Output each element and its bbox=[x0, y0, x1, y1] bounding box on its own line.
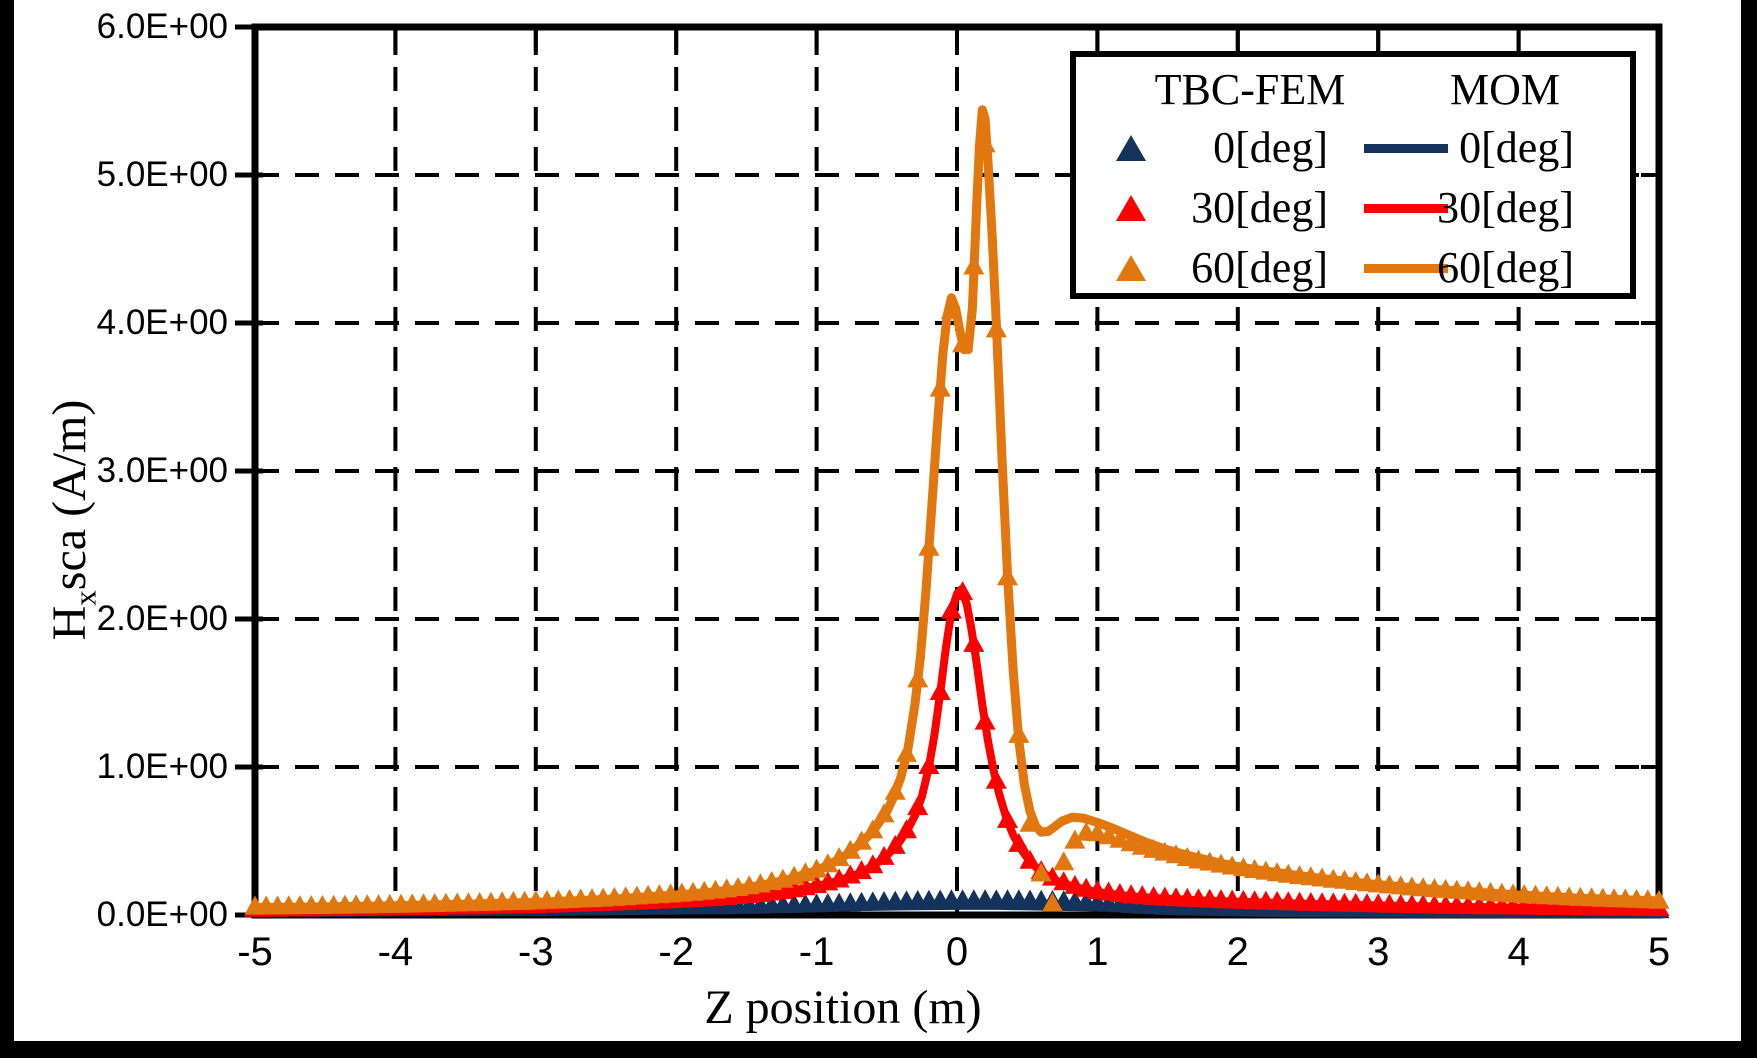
legend-tbcfem-label: 30[deg] bbox=[1191, 183, 1328, 232]
y-tick-label: 5.0E+00 bbox=[96, 155, 228, 194]
legend-line-sample bbox=[1364, 264, 1448, 273]
left-edge-bar bbox=[0, 0, 14, 1058]
tbcfem-marker-30[deg] bbox=[952, 581, 974, 601]
legend: TBC-FEM MOM 0[deg] 0[deg] 30[deg] 30[deg] 60… bbox=[1070, 51, 1636, 299]
legend-row: 30[deg] 30[deg] bbox=[1076, 180, 1630, 236]
legend-triangle-marker-icon bbox=[1116, 255, 1146, 281]
y-tick-label: 6.0E+00 bbox=[96, 7, 228, 46]
tbcfem-marker-60[deg] bbox=[1053, 851, 1075, 871]
tbcfem-marker-30[deg] bbox=[918, 755, 940, 774]
legend-mom-label: 30[deg] bbox=[1437, 183, 1574, 232]
legend-line-sample bbox=[1364, 144, 1448, 153]
x-tick-label: -1 bbox=[798, 930, 835, 974]
tbcfem-marker-30[deg] bbox=[974, 710, 996, 730]
bottom-edge-bar bbox=[0, 1041, 1757, 1058]
legend-mom-label: 60[deg] bbox=[1437, 243, 1574, 292]
y-tick-label: 3.0E+00 bbox=[96, 451, 228, 490]
legend-line-sample bbox=[1364, 204, 1448, 213]
y-tick-label: 2.0E+00 bbox=[96, 599, 228, 638]
tbcfem-marker-60[deg] bbox=[929, 377, 951, 397]
tbcfem-marker-60[deg] bbox=[1120, 832, 1142, 852]
tbcfem-marker-60[deg] bbox=[851, 830, 872, 850]
legend-row: 0[deg] 0[deg] bbox=[1076, 120, 1630, 176]
tbcfem-marker-30[deg] bbox=[997, 808, 1018, 828]
tbcfem-marker-30[deg] bbox=[985, 769, 1007, 789]
tbcfem-marker-60[deg] bbox=[952, 333, 974, 353]
tbcfem-marker-30[deg] bbox=[929, 681, 951, 700]
tbcfem-marker-60[deg] bbox=[1064, 829, 1086, 849]
tbcfem-marker-60[deg] bbox=[817, 853, 839, 873]
right-edge-bar bbox=[1741, 0, 1757, 1058]
y-axis-title-rest: sca (A/m) bbox=[43, 399, 96, 591]
tbcfem-marker-60[deg] bbox=[907, 668, 929, 688]
tbcfem-marker-30[deg] bbox=[907, 796, 929, 816]
tbcfem-marker-30[deg] bbox=[1019, 849, 1041, 869]
tbcfem-marker-60[deg] bbox=[828, 847, 850, 867]
tbcfem-marker-60[deg] bbox=[1098, 825, 1120, 845]
y-axis-title-base: H bbox=[43, 605, 96, 641]
x-tick-label: 0 bbox=[945, 930, 969, 974]
tbcfem-marker-60[deg] bbox=[873, 803, 895, 823]
x-tick-label: 1 bbox=[1086, 930, 1109, 974]
tbcfem-marker-60[deg] bbox=[963, 255, 985, 275]
tbcfem-marker-60[deg] bbox=[884, 780, 906, 800]
tbcfem-marker-60[deg] bbox=[839, 839, 861, 859]
x-tick-label: -4 bbox=[377, 930, 414, 974]
tbcfem-marker-60[deg] bbox=[862, 819, 884, 839]
x-tick-label: 4 bbox=[1507, 930, 1530, 974]
tbcfem-marker-30[deg] bbox=[940, 599, 962, 619]
tbcfem-marker-30[deg] bbox=[896, 819, 917, 839]
tbcfem-marker-60[deg] bbox=[997, 566, 1018, 586]
x-tick-label: -5 bbox=[237, 930, 273, 974]
y-axis-title-subscript: x bbox=[67, 590, 103, 606]
x-tick-label: -3 bbox=[518, 930, 554, 974]
tbcfem-marker-60[deg] bbox=[1042, 892, 1063, 912]
legend-mom-label: 0[deg] bbox=[1459, 123, 1574, 172]
y-axis-title: Hxsca (A/m) bbox=[42, 300, 103, 740]
tbcfem-marker-30[deg] bbox=[1008, 832, 1030, 852]
tbcfem-marker-30[deg] bbox=[862, 854, 884, 874]
legend-tbcfem-label: 0[deg] bbox=[1213, 123, 1328, 172]
tbcfem-marker-60[deg] bbox=[1030, 862, 1052, 882]
plot-frame bbox=[251, 23, 1663, 919]
tbcfem-marker-60[deg] bbox=[974, 133, 996, 153]
tbcfem-marker-60[deg] bbox=[896, 742, 917, 762]
x-tick-label: -2 bbox=[658, 930, 694, 974]
tbcfem-marker-30[deg] bbox=[884, 834, 906, 854]
tbcfem-marker-60[deg] bbox=[1019, 812, 1041, 832]
x-axis-title: Z position (m) bbox=[704, 981, 982, 1034]
y-tick-label: 0.0E+00 bbox=[96, 895, 228, 934]
tbcfem-marker-30[deg] bbox=[851, 860, 872, 880]
tbcfem-marker-30[deg] bbox=[1053, 871, 1075, 891]
tbcfem-marker-60[deg] bbox=[940, 299, 962, 319]
legend-triangle-marker-icon bbox=[1116, 195, 1146, 221]
tbcfem-marker-30[deg] bbox=[963, 632, 985, 652]
x-tick-label: 5 bbox=[1647, 930, 1671, 974]
tbcfem-marker-60[deg] bbox=[1008, 723, 1030, 743]
legend-header-mom: MOM bbox=[1449, 65, 1561, 114]
y-tick-label: 1.0E+00 bbox=[96, 747, 228, 786]
y-tick-label: 4.0E+00 bbox=[96, 303, 228, 342]
tbcfem-marker-60[deg] bbox=[918, 536, 940, 556]
legend-triangle-marker-icon bbox=[1116, 135, 1146, 161]
tbcfem-marker-60[deg] bbox=[1109, 828, 1131, 848]
legend-header-tbc-fem: TBC-FEM bbox=[1154, 65, 1346, 114]
tbcfem-marker-30[deg] bbox=[873, 845, 895, 865]
tbcfem-marker-60[deg] bbox=[985, 318, 1007, 338]
legend-row: 60[deg] 60[deg] bbox=[1076, 240, 1630, 296]
x-tick-label: 3 bbox=[1367, 930, 1390, 974]
tbcfem-marker-60[deg] bbox=[806, 858, 828, 878]
legend-tbcfem-label: 60[deg] bbox=[1191, 243, 1328, 292]
tbcfem-marker-60[deg] bbox=[1648, 889, 1670, 909]
x-tick-label: 2 bbox=[1226, 930, 1249, 974]
